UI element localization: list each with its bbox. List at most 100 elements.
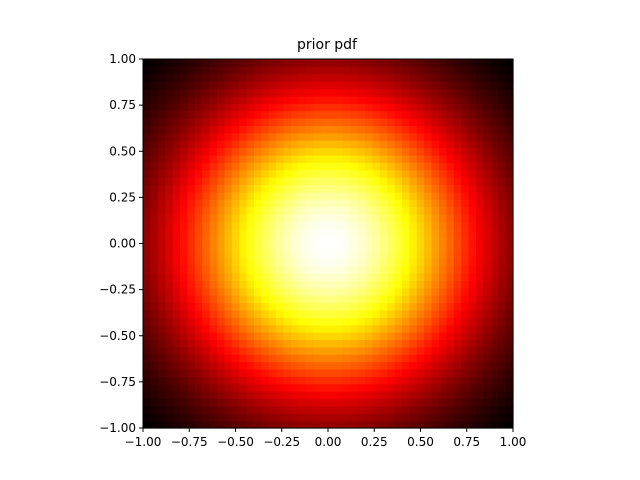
heatmap-cell — [305, 361, 314, 370]
heatmap-cell — [246, 309, 255, 318]
heatmap-cell — [439, 118, 447, 127]
heatmap-cell — [379, 376, 388, 385]
heatmap-cell — [453, 132, 462, 141]
heatmap-cell — [446, 103, 455, 112]
heatmap-cell — [254, 265, 262, 274]
heatmap-cell — [335, 413, 344, 422]
heatmap-cell — [187, 110, 196, 119]
heatmap-cell — [276, 273, 285, 281]
heatmap-cell — [268, 309, 277, 318]
heatmap-cell — [439, 339, 447, 348]
heatmap-cell — [231, 332, 240, 341]
heatmap-cell — [194, 332, 203, 341]
heatmap-cell — [157, 332, 166, 341]
heatmap-cell — [372, 140, 381, 149]
heatmap-cell — [365, 361, 373, 370]
heatmap-cell — [453, 420, 462, 429]
heatmap-cell — [180, 206, 188, 215]
heatmap-cell — [283, 332, 292, 341]
heatmap-cell — [150, 250, 159, 259]
heatmap-cell — [313, 346, 322, 355]
heatmap-cell — [372, 191, 381, 200]
heatmap-cell — [305, 398, 314, 407]
heatmap-cell — [291, 88, 299, 97]
heatmap-cell — [157, 243, 166, 252]
heatmap-cell — [431, 265, 440, 274]
heatmap-cell — [217, 250, 225, 259]
heatmap-cell — [150, 191, 159, 200]
heatmap-cell — [416, 236, 425, 245]
heatmap-cell — [394, 59, 403, 67]
heatmap-cell — [320, 339, 329, 348]
heatmap-cell — [335, 59, 344, 67]
heatmap-cell — [305, 243, 314, 252]
heatmap-cell — [416, 420, 425, 429]
heatmap-cell — [357, 332, 366, 341]
heatmap-cell — [254, 280, 262, 289]
heatmap-cell — [372, 309, 381, 318]
heatmap-cell — [276, 66, 285, 75]
heatmap-cell — [150, 162, 159, 171]
heatmap-cell — [224, 405, 233, 414]
heatmap-cell — [187, 125, 196, 134]
heatmap-cell — [372, 258, 381, 267]
heatmap-cell — [379, 346, 388, 355]
heatmap-cell — [468, 368, 477, 377]
heatmap-cell — [194, 383, 203, 392]
heatmap-cell — [424, 221, 433, 230]
heatmap-cell — [372, 243, 381, 252]
heatmap-cell — [365, 420, 373, 429]
heatmap-cell — [187, 302, 196, 311]
heatmap-cell — [439, 213, 447, 222]
heatmap-cell — [446, 383, 455, 392]
heatmap-cell — [268, 324, 277, 333]
heatmap-cell — [357, 287, 366, 296]
heatmap-cell — [261, 73, 270, 82]
heatmap-cell — [402, 73, 410, 82]
heatmap-cell — [217, 324, 225, 333]
heatmap-cell — [180, 59, 188, 67]
heatmap-cell — [365, 250, 373, 259]
heatmap-cell — [291, 125, 299, 134]
heatmap-cell — [150, 110, 159, 119]
heatmap-cell — [328, 118, 336, 127]
heatmap-cell — [453, 309, 462, 318]
heatmap-cell — [165, 59, 174, 67]
heatmap-cell — [335, 169, 344, 178]
heatmap-cell — [246, 125, 255, 134]
heatmap-cell — [350, 354, 359, 363]
heatmap-cell — [379, 184, 388, 193]
heatmap-cell — [165, 273, 174, 281]
heatmap-cell — [320, 273, 329, 281]
heatmap-cell — [217, 162, 225, 171]
heatmap-cell — [254, 140, 262, 149]
heatmap-cell — [187, 236, 196, 245]
heatmap-cell — [409, 302, 418, 311]
heatmap-cell — [202, 140, 211, 149]
heatmap-cell — [291, 273, 299, 281]
heatmap-cell — [483, 221, 492, 230]
heatmap-cell — [224, 368, 233, 377]
heatmap-cell — [291, 405, 299, 414]
heatmap-cell — [202, 398, 211, 407]
heatmap-cell — [313, 250, 322, 259]
heatmap-cell — [231, 383, 240, 392]
heatmap-cell — [505, 73, 514, 82]
heatmap-cell — [505, 376, 514, 385]
heatmap-cell — [298, 88, 307, 97]
heatmap-cell — [424, 265, 433, 274]
heatmap-cell — [439, 199, 447, 208]
heatmap-cell — [424, 125, 433, 134]
heatmap-cell — [143, 125, 151, 134]
heatmap-cell — [143, 302, 151, 311]
heatmap-cell — [342, 413, 351, 422]
heatmap-cell — [165, 420, 174, 429]
heatmap-cell — [180, 169, 188, 178]
heatmap-cell — [320, 368, 329, 377]
heatmap-cell — [254, 110, 262, 119]
heatmap-cell — [291, 398, 299, 407]
heatmap-cell — [283, 132, 292, 141]
heatmap-cell — [350, 420, 359, 429]
heatmap-cell — [202, 66, 211, 75]
heatmap-cell — [187, 339, 196, 348]
